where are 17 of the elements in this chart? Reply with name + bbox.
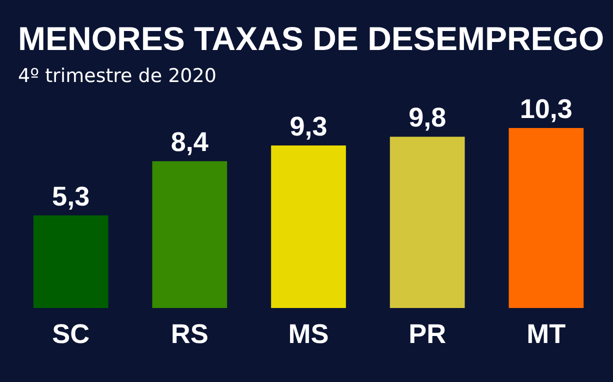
x-tick-label: MS (288, 319, 329, 349)
data-label: 5,3 (52, 181, 90, 212)
data-label: 9,8 (408, 102, 446, 133)
bar (390, 136, 465, 308)
data-label: 9,3 (290, 111, 328, 142)
x-tick-label: MT (526, 319, 566, 349)
x-tick-label: PR (408, 319, 446, 349)
bar (508, 128, 584, 308)
data-label: 8,4 (170, 127, 208, 158)
x-tick-label: SC (52, 319, 90, 349)
chart-subtitle: 4º trimestre de 2020 (18, 65, 216, 87)
bar (33, 215, 108, 308)
bar (152, 161, 228, 308)
x-tick-label: RS (170, 319, 208, 349)
bar (271, 145, 346, 308)
data-label: 10,3 (520, 94, 572, 124)
chart-title: MENORES TAXAS DE DESEMPREGO (18, 20, 604, 57)
